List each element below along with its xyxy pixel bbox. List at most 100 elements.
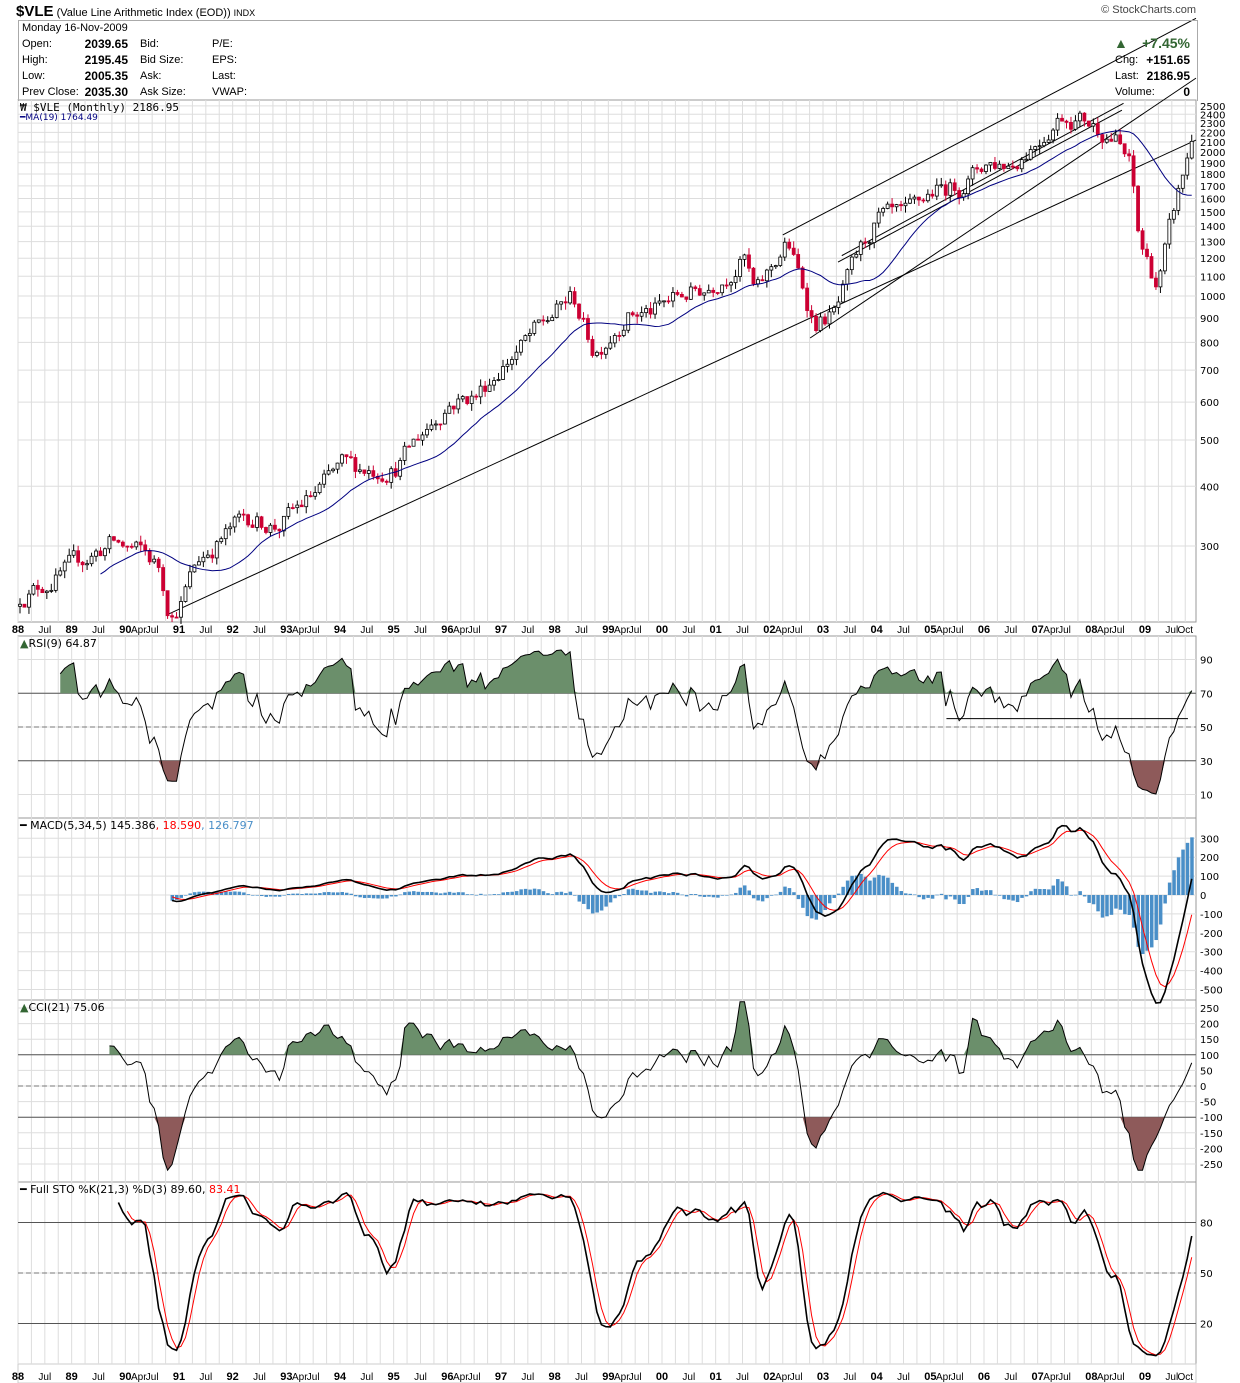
macd-hist-bar — [233, 891, 237, 895]
candle-body — [1051, 129, 1055, 141]
macd-legend-hist: 126.797 — [208, 819, 254, 832]
macd-hist-bar — [917, 895, 921, 898]
candle-body — [429, 424, 434, 430]
candle-body — [648, 308, 653, 315]
ma-legend-text: MA(19) 1764.49 — [25, 113, 98, 123]
x-axis-label: Jul — [843, 625, 856, 636]
macd-hist-bar — [331, 892, 336, 895]
x-axis-label: 92 — [227, 1371, 239, 1383]
candle-body — [259, 516, 264, 528]
macd-hist-bar — [358, 895, 362, 898]
candle-body — [657, 300, 662, 304]
candle-body — [22, 603, 27, 608]
macd-hist-bar — [631, 888, 635, 895]
macd-hist-bar — [886, 877, 890, 895]
macd-hist-bar — [787, 888, 792, 895]
candle-body — [143, 544, 148, 551]
candle-body — [451, 405, 456, 410]
macd-hist-bar — [1091, 895, 1096, 905]
x-axis-label: 04 — [871, 624, 884, 636]
cci-tick-label: -50 — [1200, 1098, 1216, 1109]
price-tick-label: 1200 — [1200, 254, 1225, 265]
candle-body — [827, 311, 832, 325]
macd-hist-bar — [407, 891, 412, 895]
macd-hist-bar — [1038, 889, 1042, 895]
macd-hist-bar — [680, 894, 684, 896]
macd-hist-bar — [957, 895, 962, 904]
candle-body — [639, 312, 644, 317]
candle-body — [908, 198, 912, 204]
x-axis-label: Apr — [614, 625, 630, 636]
candle-body — [223, 528, 228, 540]
macd-tick-label: -500 — [1200, 986, 1223, 997]
candle-body — [250, 524, 255, 528]
candle-body — [255, 516, 259, 528]
candle-body — [1180, 174, 1185, 189]
macd-hist-bar — [707, 895, 711, 897]
x-axis-label: Jul — [843, 1372, 856, 1383]
x-axis-label: Jul — [360, 1372, 373, 1383]
macd-hist-bar — [836, 893, 841, 895]
macd-hist-bar — [447, 891, 452, 895]
candle-body — [724, 284, 729, 287]
candle-body — [219, 538, 224, 543]
candle-body — [501, 366, 505, 380]
candle-body — [1113, 134, 1118, 142]
candle-body — [621, 329, 626, 336]
candle-body — [214, 541, 219, 559]
macd-hist-bar — [268, 895, 273, 897]
line-icon: ━ — [20, 1183, 31, 1196]
candle-body — [434, 423, 438, 426]
x-axis-label: Jul — [253, 1372, 266, 1383]
macd-hist-bar — [948, 895, 953, 897]
x-axis-label: Jul — [92, 625, 105, 636]
low-value: 2005.35 — [84, 69, 128, 83]
macd-hist-bar — [1042, 889, 1047, 895]
macd-hist-bar — [1154, 895, 1158, 941]
macd-hist-bar — [613, 895, 617, 899]
macd-hist-bar — [519, 889, 523, 895]
x-axis-label: Apr — [1043, 1372, 1059, 1383]
cci-legend: ▲CCI(21) 75.06 — [20, 1001, 105, 1014]
macd-tick-label: -200 — [1200, 929, 1223, 940]
x-axis-label: Jul — [790, 1372, 803, 1383]
x-axis-label: Jul — [790, 625, 803, 636]
macd-hist-bar — [1163, 895, 1167, 904]
candle-body — [988, 162, 993, 166]
x-axis-label: 96 — [441, 1371, 453, 1383]
macd-hist-bar — [841, 886, 845, 895]
candle-body — [407, 445, 411, 448]
candle-body — [1095, 123, 1100, 135]
candle-body — [572, 291, 577, 305]
macd-hist-bar — [564, 893, 568, 895]
candle-body — [957, 190, 962, 198]
macd-hist-bar — [819, 895, 823, 914]
x-axis-label: Jul — [1004, 625, 1017, 636]
macd-legend-main: MACD(5,34,5) 145.386 — [30, 819, 156, 832]
cci-tick-label: -200 — [1200, 1144, 1223, 1155]
x-axis-label: Oct — [1177, 1372, 1193, 1383]
x-axis-label: Jul — [307, 625, 320, 636]
macd-hist-bar — [1024, 895, 1029, 897]
candle-body — [1082, 112, 1087, 122]
candle-body — [970, 167, 975, 180]
macd-hist-bar — [944, 895, 948, 900]
up-arrow-icon: ▲ — [1114, 35, 1128, 51]
candle-body — [125, 545, 130, 548]
candle-body — [760, 279, 765, 282]
macd-hist-bar — [260, 895, 264, 897]
candle-body — [1100, 134, 1105, 143]
macd-hist-bar — [183, 895, 188, 896]
macd-hist-bar — [541, 891, 546, 895]
candle-body — [201, 556, 206, 563]
price-legend: ₩ $VLE (Monthly) 2186.95 — [20, 101, 179, 114]
price-panel — [17, 99, 1197, 623]
x-axis-label: 94 — [334, 1371, 347, 1383]
candle-body — [94, 550, 98, 557]
candle-body — [80, 561, 85, 566]
x-axis-label: 00 — [656, 1371, 668, 1383]
macd-hist-bar — [1002, 895, 1006, 900]
candle-body — [299, 504, 304, 508]
candle-body — [836, 301, 841, 308]
macd-hist-bar — [277, 895, 282, 897]
